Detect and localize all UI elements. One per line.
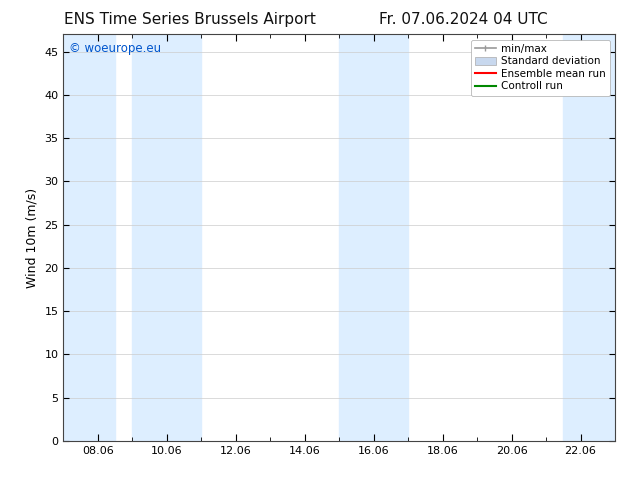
Bar — [133, 34, 202, 441]
Y-axis label: Wind 10m (m/s): Wind 10m (m/s) — [26, 188, 39, 288]
Bar — [339, 34, 408, 441]
Text: © woeurope.eu: © woeurope.eu — [69, 43, 161, 55]
Text: ENS Time Series Brussels Airport: ENS Time Series Brussels Airport — [64, 12, 316, 27]
Legend: min/max, Standard deviation, Ensemble mean run, Controll run: min/max, Standard deviation, Ensemble me… — [470, 40, 610, 96]
Text: Fr. 07.06.2024 04 UTC: Fr. 07.06.2024 04 UTC — [378, 12, 547, 27]
Bar — [563, 34, 615, 441]
Bar — [63, 34, 115, 441]
